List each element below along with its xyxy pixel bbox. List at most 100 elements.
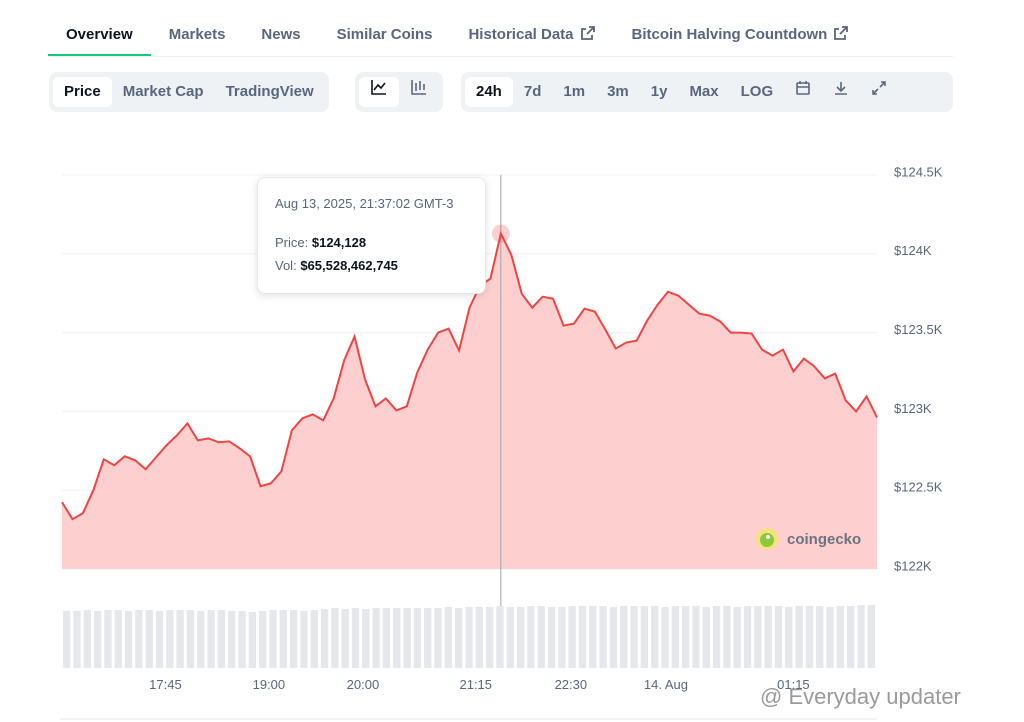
external-icon (834, 26, 849, 40)
x-tick-label: 14. Aug (644, 677, 688, 692)
volume-bar (372, 608, 380, 668)
view-group: Price Market Cap TradingView (49, 72, 329, 112)
volume-bar (155, 611, 164, 668)
tab[interactable]: Bitcoin Halving Countdown (614, 14, 868, 56)
range-button[interactable]: 1m (563, 83, 586, 100)
x-tick-label: 21:15 (459, 677, 492, 692)
volume-bar (279, 610, 287, 668)
volume-bar (217, 610, 226, 668)
range-button[interactable]: 7d (523, 83, 542, 100)
x-tick-label: 17:45 (149, 677, 182, 692)
volume-bar (867, 605, 875, 668)
tab[interactable]: Markets (168, 26, 226, 43)
volume-bar (475, 607, 483, 668)
volume-bar (485, 607, 494, 668)
volume-bar (743, 606, 752, 668)
volume-bar (382, 608, 391, 668)
volume-bar (609, 607, 618, 668)
tooltip-price-label: Price: (275, 235, 309, 250)
volume-bar (166, 610, 174, 668)
volume-bar (455, 608, 463, 668)
volume-bar (341, 609, 349, 668)
volume-bar (651, 606, 659, 668)
volume-bar (73, 611, 81, 668)
fullscreen-button[interactable] (860, 77, 898, 107)
watermark: coingecko (755, 527, 861, 551)
tooltip-vol-label: Vol: (275, 258, 297, 273)
volume-bar (681, 606, 690, 668)
volume-bar (135, 610, 143, 668)
candle-chart-button[interactable] (399, 77, 439, 107)
hover-point (491, 224, 510, 243)
volume-bar (145, 610, 153, 668)
volume-bar (506, 607, 514, 668)
y-tick-label: $123K (894, 401, 932, 416)
volume-bar (774, 606, 783, 668)
volume-bar (661, 607, 669, 668)
volume-bar (805, 606, 814, 668)
chart-type-group (355, 72, 443, 112)
tooltip-vol: Vol: $65,528,462,745 (275, 258, 398, 273)
volume-bar (516, 607, 525, 668)
volume-bar (413, 608, 422, 668)
volume-bar (640, 606, 649, 668)
volume-bar (527, 606, 535, 668)
volume-bar (599, 606, 607, 668)
volume-bar (424, 608, 432, 668)
range-button[interactable]: LOG (740, 83, 774, 100)
volume-bar (289, 610, 298, 668)
volume-bar (197, 611, 205, 668)
y-tick-label: $124K (894, 243, 932, 258)
volume-bar (702, 607, 710, 668)
volume-bar (259, 611, 267, 668)
volume-bar (847, 606, 855, 668)
volume-bar (104, 610, 112, 668)
volume-bar (465, 607, 473, 668)
volume-bar (578, 606, 587, 668)
range-button[interactable]: 24h (465, 77, 513, 107)
y-tick-label: $123.5K (894, 322, 943, 337)
range-button[interactable]: 1y (650, 83, 668, 100)
view-button[interactable]: Market Cap (122, 83, 204, 100)
y-tick-label: $122K (894, 558, 932, 573)
volume-bar (114, 610, 122, 668)
tab[interactable]: News (261, 26, 301, 43)
volume-bar (547, 607, 556, 668)
volume-bar (733, 607, 741, 668)
volume-bar (568, 606, 576, 668)
download-button[interactable] (822, 77, 860, 107)
volume-bar (63, 611, 71, 668)
volume-bar (857, 605, 865, 668)
volume-bar (331, 608, 339, 668)
y-tick-label: $122.5K (894, 480, 943, 495)
volume-bar (351, 608, 360, 668)
volume-bar (537, 606, 545, 668)
volume-bar (558, 607, 566, 668)
volume-bar (434, 608, 442, 668)
view-button[interactable]: Price (53, 77, 112, 107)
volume-bar (320, 609, 329, 668)
volume-bar (723, 606, 731, 668)
volume-bar (176, 610, 184, 668)
volume-bar (444, 607, 453, 668)
volume-bar (496, 606, 504, 668)
calendar-button[interactable] (784, 77, 822, 107)
tooltip-date: Aug 13, 2025, 21:37:02 GMT-3 (275, 196, 454, 211)
volume-bar (393, 608, 401, 668)
volume-bar (124, 611, 133, 668)
range-button[interactable]: Max (689, 83, 719, 100)
line-chart-button[interactable] (359, 77, 399, 107)
tab[interactable]: Similar Coins (336, 26, 433, 43)
volume-bar (671, 606, 679, 668)
volume-bar (630, 606, 638, 668)
volume-bar (795, 606, 803, 668)
tab[interactable]: Historical Data (450, 14, 613, 56)
view-button[interactable]: TradingView (225, 83, 314, 100)
volume-bar (238, 611, 246, 668)
tab[interactable]: Overview (48, 14, 151, 56)
tooltip: Aug 13, 2025, 21:37:02 GMT-3 Price: $124… (257, 177, 486, 294)
range-button[interactable]: 3m (607, 83, 629, 100)
x-tick-label: 19:00 (253, 677, 286, 692)
volume-bar (362, 609, 370, 668)
